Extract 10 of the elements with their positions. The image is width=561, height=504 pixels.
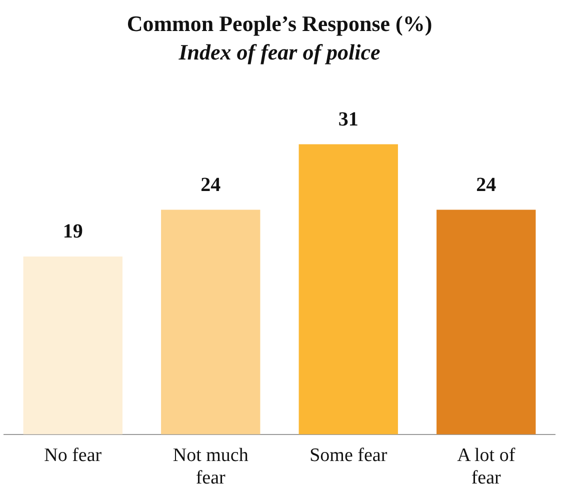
chart-title: Common People’s Response (%) [126,10,432,36]
chart-subtitle: Index of fear of police [178,39,381,64]
x-tick-label: A lot of fear [457,444,516,489]
data-label: 19 [62,220,83,243]
x-tick-label: Not much fear [172,444,249,489]
data-label: 24 [200,174,221,196]
data-label: 24 [476,174,496,196]
data-label: 31 [338,108,358,130]
x-tick-label: Some fear [310,444,388,466]
x-tick-label: No fear [44,444,102,466]
